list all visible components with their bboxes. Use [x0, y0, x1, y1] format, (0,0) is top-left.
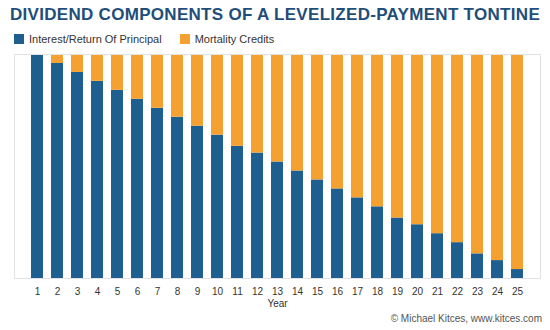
svg-text:18: 18 [372, 286, 384, 297]
svg-text:8: 8 [175, 286, 181, 297]
svg-text:24: 24 [492, 286, 504, 297]
svg-text:22: 22 [452, 286, 464, 297]
svg-text:7: 7 [155, 286, 161, 297]
svg-text:14: 14 [292, 286, 304, 297]
svg-text:6: 6 [135, 286, 141, 297]
svg-text:3: 3 [75, 286, 81, 297]
svg-text:23: 23 [472, 286, 484, 297]
svg-text:25: 25 [512, 286, 524, 297]
svg-text:20: 20 [412, 286, 424, 297]
svg-text:13: 13 [272, 286, 284, 297]
svg-text:5: 5 [115, 286, 121, 297]
svg-text:12: 12 [252, 286, 264, 297]
svg-text:19: 19 [392, 286, 404, 297]
svg-text:21: 21 [432, 286, 444, 297]
svg-text:17: 17 [352, 286, 364, 297]
html-text:© Michael Kitces, www.kitces.c: © Michael Kitces, www.kitces.com [390, 313, 542, 324]
svg-text:4: 4 [95, 286, 101, 297]
html-text:Interest/Return Of Principal: Interest/Return Of Principal [29, 33, 162, 45]
html-text:Mortality Credits: Mortality Credits [194, 33, 275, 45]
svg-text:2: 2 [55, 286, 61, 297]
svg-text:9: 9 [195, 286, 201, 297]
svg-text:15: 15 [312, 286, 324, 297]
svg-text:10: 10 [212, 286, 224, 297]
svg-text:11: 11 [232, 286, 243, 297]
svg-text:16: 16 [332, 286, 344, 297]
svg-text:Year: Year [267, 298, 288, 309]
html-text:DIVIDEND COMPONENTS OF A LEVEL: DIVIDEND COMPONENTS OF A LEVELIZED-PAYME… [10, 5, 540, 24]
svg-text:1: 1 [35, 286, 41, 297]
